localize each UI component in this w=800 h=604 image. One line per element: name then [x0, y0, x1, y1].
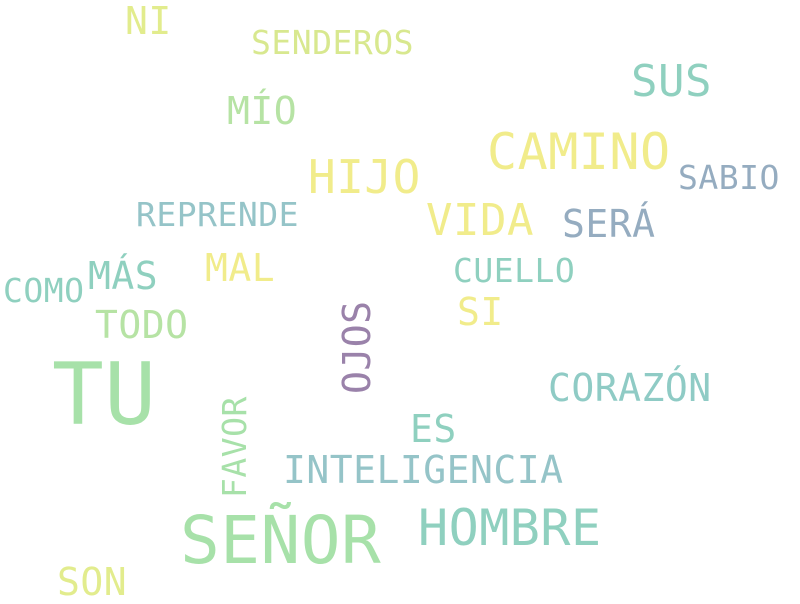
- word-mal: MAL: [205, 246, 276, 290]
- word-ojos: OJOS: [335, 300, 379, 394]
- word-mas: MÁS: [88, 254, 159, 298]
- word-sera: SERÁ: [562, 202, 656, 246]
- word-como: COMO: [3, 271, 85, 310]
- word-camino: CAMINO: [487, 123, 671, 181]
- word-tu: TU: [52, 345, 157, 445]
- word-sabio: SABIO: [678, 158, 780, 197]
- word-hombre: HOMBRE: [418, 499, 602, 557]
- word-senor: SEÑOR: [180, 502, 382, 579]
- word-mio: MÍO: [227, 89, 298, 133]
- word-sus: SUS: [631, 56, 712, 107]
- word-favor: FAVOR: [215, 396, 254, 498]
- word-vida: VIDA: [426, 195, 534, 246]
- word-son: SON: [57, 560, 128, 604]
- word-reprende: REPRENDE: [136, 195, 299, 234]
- word-senderos: SENDEROS: [251, 23, 414, 62]
- word-ni: NI: [125, 0, 172, 43]
- word-es: ES: [410, 407, 457, 451]
- word-todo: TODO: [95, 303, 189, 347]
- word-corazon: CORAZÓN: [548, 366, 712, 410]
- word-hijo: HIJO: [308, 150, 421, 204]
- word-inteligencia: INTELIGENCIA: [283, 448, 564, 492]
- word-cuello: CUELLO: [453, 251, 576, 290]
- word-si: SI: [457, 290, 504, 334]
